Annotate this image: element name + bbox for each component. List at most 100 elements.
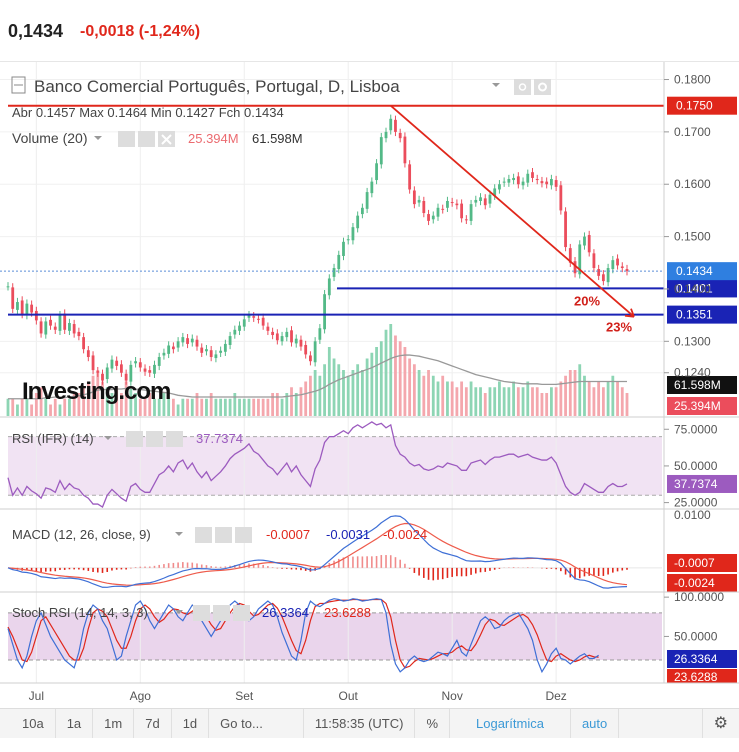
volume-bar — [290, 387, 293, 416]
candle-body — [380, 137, 383, 164]
volume-bar — [266, 399, 269, 416]
candle-body — [290, 330, 293, 342]
volume-ma-tag-label: 61.598M — [674, 378, 721, 392]
candle-body — [186, 338, 189, 344]
percent-toggle[interactable]: % — [415, 709, 450, 739]
candle-body — [7, 286, 10, 287]
volume-bar — [11, 399, 14, 416]
candle-body — [437, 208, 440, 217]
candle-body — [465, 219, 468, 220]
candle-body — [550, 179, 553, 185]
volume-bar — [498, 382, 501, 417]
volume-bar — [337, 364, 340, 416]
candle-body — [215, 354, 218, 358]
eye-icon[interactable] — [193, 605, 210, 621]
volume-bar — [512, 382, 515, 417]
candle-body — [44, 321, 47, 334]
candle-body — [21, 300, 24, 314]
chart-area[interactable]: 0.1750 0.1401 0.1351 0.1434 20% 23% 61.598M 25.… — [0, 62, 739, 708]
gear-icon[interactable] — [215, 527, 232, 543]
gear-icon[interactable] — [213, 605, 230, 621]
volume-bar — [7, 399, 10, 416]
eye-icon[interactable] — [118, 131, 135, 147]
volume-bar — [238, 399, 241, 416]
close-icon[interactable] — [233, 605, 250, 621]
y-tick-label: 0.1300 — [674, 334, 711, 348]
eye-icon[interactable] — [126, 431, 143, 447]
candle-body — [607, 268, 610, 282]
price-level-label: 0.1750 — [676, 99, 713, 113]
volume-bar — [295, 393, 298, 416]
volume-bar — [507, 387, 510, 416]
candle-body — [361, 208, 364, 214]
candle-body — [342, 242, 345, 256]
rsi-value-tag-label: 37.7374 — [674, 477, 718, 491]
log-toggle[interactable]: Logarítmica — [450, 709, 571, 739]
volume-bar — [219, 399, 222, 416]
range-1a-button[interactable]: 1a — [56, 709, 93, 739]
candle-body — [422, 201, 425, 213]
settings-gear-icon[interactable]: ⚙ — [702, 709, 739, 739]
close-icon[interactable] — [235, 527, 252, 543]
range-10a-button[interactable]: 10a — [0, 709, 56, 739]
gear-icon[interactable] — [138, 131, 155, 147]
candle-body — [158, 357, 161, 366]
volume-bar — [404, 347, 407, 416]
candle-body — [309, 355, 312, 361]
volume-bar — [281, 399, 284, 416]
candle-body — [404, 137, 407, 164]
range-7d-button[interactable]: 7d — [134, 709, 171, 739]
y-tick-label: 0.1240 — [674, 366, 711, 380]
range-1m-button[interactable]: 1m — [93, 709, 134, 739]
clock-time: 11:58:35 (UTC) — [304, 709, 416, 739]
volume-bar — [30, 405, 33, 417]
volume-bar — [304, 382, 307, 417]
gear-icon[interactable] — [146, 431, 163, 447]
eye-icon[interactable] — [514, 79, 531, 95]
candle-body — [266, 327, 269, 331]
candle-body — [54, 327, 57, 330]
candle-body — [139, 362, 142, 367]
candle-body — [285, 332, 288, 337]
candle-body — [87, 350, 90, 357]
gear-icon[interactable] — [534, 79, 551, 95]
close-icon[interactable] — [166, 431, 183, 447]
volume-bar — [215, 399, 218, 416]
volume-bar — [177, 405, 180, 417]
volume-bar — [224, 399, 227, 416]
candle-body — [323, 294, 326, 329]
range-1d-button[interactable]: 1d — [172, 709, 209, 739]
candle-body — [196, 340, 199, 347]
candle-body — [115, 361, 118, 366]
volume-bar — [626, 393, 629, 416]
candle-body — [536, 179, 539, 180]
candle-body — [517, 176, 520, 184]
macd-value-tag-label: -0.0007 — [674, 556, 715, 570]
candle-body — [621, 266, 624, 268]
candle-body — [163, 353, 166, 356]
volume-bar — [541, 393, 544, 416]
candle-body — [238, 326, 241, 331]
candle-body — [593, 253, 596, 268]
x-tick-label: Nov — [441, 689, 462, 703]
volume-bar — [479, 387, 482, 416]
volume-bar — [536, 387, 539, 416]
y-tick-label: 50.0000 — [674, 459, 718, 473]
volume-bar — [375, 347, 378, 416]
candle-body — [111, 360, 114, 369]
volume-bar — [191, 399, 194, 416]
volume-bar — [200, 399, 203, 416]
goto-button[interactable]: Go to... — [209, 709, 304, 739]
y-tick-label: 0.1800 — [674, 73, 711, 87]
volume-bar — [427, 370, 430, 416]
eye-icon[interactable] — [195, 527, 212, 543]
candle-body — [271, 332, 274, 335]
chart-title: Banco Comercial Português, Portugal, D, … — [34, 77, 400, 96]
auto-toggle[interactable]: auto — [571, 709, 619, 739]
volume-bar — [474, 387, 477, 416]
volume-bar — [517, 387, 520, 416]
volume-bar — [593, 387, 596, 416]
candle-body — [120, 364, 123, 372]
volume-bar — [413, 364, 416, 416]
volume-bar — [526, 382, 529, 417]
